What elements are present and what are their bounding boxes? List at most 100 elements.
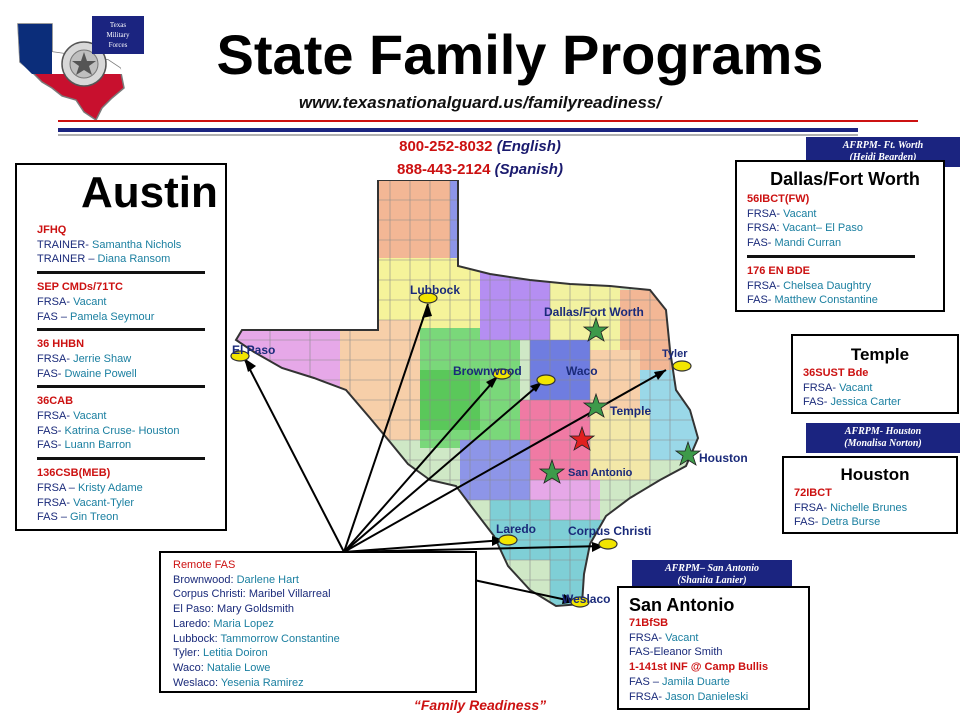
austin-unit: 136CSB(MEB) (37, 467, 111, 480)
role: FAS- (794, 516, 819, 529)
tyler-marker[interactable] (672, 360, 692, 372)
lubbock-marker[interactable] (418, 292, 438, 304)
role: FRSA- (803, 381, 836, 394)
dfw-star[interactable] (582, 316, 610, 342)
person-name: Kristy Adame (77, 481, 143, 494)
label-waco: Waco (566, 364, 598, 378)
houston-unit: 72IBCT (794, 487, 832, 499)
afrpm-houston-title: AFRPM- Houston (844, 426, 922, 437)
label-weslaco: Weslaco (562, 592, 611, 606)
person-name: Samantha Nichols (92, 238, 182, 251)
afrpm-houston: AFRPM- Houston (Monalisa Norton) (806, 423, 960, 453)
person-name: Chelsea Daughtry (783, 279, 872, 292)
remote-title: Remote FAS (173, 559, 236, 571)
person-name: Letitia Doiron (202, 647, 268, 660)
remote-city: Brownwood: (173, 573, 234, 586)
temple-unit: 36SUST Bde (803, 367, 869, 379)
person-name: Vacant (73, 295, 107, 308)
person-name: Mandi Curran (774, 237, 842, 250)
austin-box: Austin JFHQ TRAINER- Samantha Nichols TR… (15, 163, 227, 531)
phone-english-lang: (English) (496, 138, 561, 155)
temple-star[interactable] (582, 392, 610, 418)
person-name: Mary Goldsmith (217, 603, 295, 616)
person-name: Eleanor Smith (653, 646, 723, 659)
logo-text-3: Forces (109, 41, 128, 49)
person-name: Diana Ransom (97, 253, 171, 266)
texas-map (230, 180, 702, 608)
austin-unit: JFHQ (37, 224, 67, 236)
phone-spanish-number: 888-443-2124 (397, 161, 491, 178)
san-antonio-unit: 71BfSB (629, 617, 669, 629)
austin-title: Austin (81, 168, 218, 217)
label-temple: Temple (610, 404, 652, 418)
role: FAS – (629, 675, 659, 688)
role: FRSA- (794, 501, 827, 514)
divider (37, 271, 205, 275)
person-name: Jessica Carter (830, 396, 901, 409)
person-name: Vacant (783, 207, 817, 220)
remote-city: Lubbock: (173, 632, 218, 645)
el-paso-marker[interactable] (230, 350, 250, 362)
person-name: Vacant (73, 410, 107, 423)
role: TRAINER – (37, 253, 95, 266)
logo-text-2: Military (107, 31, 130, 39)
austin-unit: 36CAB (37, 395, 74, 408)
person-name: Darlene Hart (236, 573, 299, 586)
role: FAS- (629, 646, 654, 659)
san-antonio-box: San Antonio 71BfSB FRSA- Vacant FAS-Elea… (617, 586, 810, 710)
houston-star[interactable] (674, 440, 702, 466)
weslaco-marker[interactable] (570, 596, 590, 608)
person-name: Yesenia Ramirez (220, 676, 304, 689)
role: FAS- (747, 294, 772, 307)
role: FRSA: (747, 222, 780, 235)
divider (37, 457, 205, 461)
phone-english-number: 800-252-8032 (399, 138, 493, 155)
austin-star[interactable] (568, 425, 596, 451)
person-name: Vacant-Tyler (73, 496, 134, 509)
afrpm-sa-title: AFRPM– San Antonio (664, 563, 760, 574)
label-san-antonio: San Antonio (568, 467, 633, 479)
role: FAS – (37, 511, 67, 524)
page-title: State Family Programs (216, 23, 824, 86)
houston-title: Houston (840, 465, 910, 484)
role: FAS- (803, 396, 828, 409)
label-laredo: Laredo (496, 522, 537, 536)
brownwood-marker[interactable] (492, 368, 512, 380)
texas-military-forces-logo: Texas Military Forces (17, 16, 144, 122)
afrpm-sa-name: (Shanita Lanier) (677, 575, 747, 586)
tagline: “Family Readiness” (413, 697, 547, 713)
person-name: Maria Lopez (213, 617, 274, 630)
role: FAS- (37, 439, 62, 452)
person-name: Tammorrow Constantine (220, 632, 340, 645)
logo-text-1: Texas (110, 21, 127, 29)
label-corpus-christi: Corpus Christi (568, 524, 652, 538)
person-name: Pamela Seymour (70, 310, 155, 323)
remote-city: Weslaco: (173, 676, 219, 689)
label-lubbock: Lubbock (410, 283, 460, 297)
austin-unit: SEP CMDs/71TC (37, 281, 123, 294)
remote-city: Waco: (173, 661, 204, 674)
dfw-unit: 176 EN BDE (747, 264, 810, 277)
afrpm-dfw-title: AFRPM- Ft. Worth (842, 140, 924, 151)
laredo-marker[interactable] (498, 534, 518, 546)
remote-fas-box: Remote FAS Brownwood: Darlene Hart Corpu… (159, 551, 477, 693)
san-antonio-unit: 1-141st INF @ Camp Bullis (629, 661, 769, 674)
person-name: Jerrie Shaw (73, 352, 132, 365)
person-name: Jamila Duarte (662, 675, 730, 688)
role: FAS- (747, 237, 772, 250)
role: FRSA- (37, 352, 70, 365)
waco-marker[interactable] (536, 374, 556, 386)
role: FAS- (37, 367, 62, 380)
person-name: Matthew Constantine (774, 294, 878, 307)
afrpm-dfw-name: (Heidi Bearden) (849, 152, 917, 163)
austin-unit: 36 HHBN (37, 338, 85, 351)
corpus-christi-marker[interactable] (598, 538, 618, 550)
divider (747, 254, 915, 258)
label-el-paso: El Paso (232, 343, 276, 357)
label-brownwood: Brownwood (453, 364, 522, 378)
person-name: Dwaine Powell (64, 367, 137, 380)
page-url[interactable]: www.texasnationalguard.us/familyreadines… (298, 93, 662, 112)
phone-spanish-lang: (Spanish) (494, 161, 563, 178)
san-antonio-star[interactable] (538, 458, 566, 484)
person-name: Vacant (665, 631, 699, 644)
